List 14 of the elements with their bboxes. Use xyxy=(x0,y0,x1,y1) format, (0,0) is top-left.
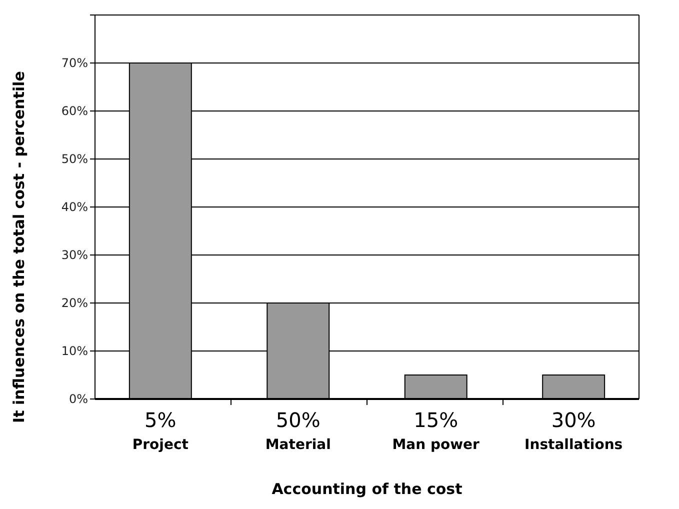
y-tick-label: 30% xyxy=(61,248,88,262)
x-axis-title: Accounting of the cost xyxy=(272,480,462,498)
y-tick-label: 0% xyxy=(68,392,88,406)
y-axis-title: It influences on the total cost - percentile xyxy=(10,71,28,423)
y-tick-label: 10% xyxy=(61,344,88,358)
x-tick-label: 50% Material xyxy=(265,408,331,453)
x-tick-label: 30% Installations xyxy=(524,408,623,453)
y-tick-label: 70% xyxy=(61,56,88,70)
x-tick-label: 5% Project xyxy=(132,408,189,453)
y-tick-label: 40% xyxy=(61,200,88,214)
y-tick-label: 50% xyxy=(61,152,88,166)
y-tick-label: 60% xyxy=(61,104,88,118)
x-tick-label: 15% Man power xyxy=(392,408,480,453)
y-tick-label: 20% xyxy=(61,296,88,310)
